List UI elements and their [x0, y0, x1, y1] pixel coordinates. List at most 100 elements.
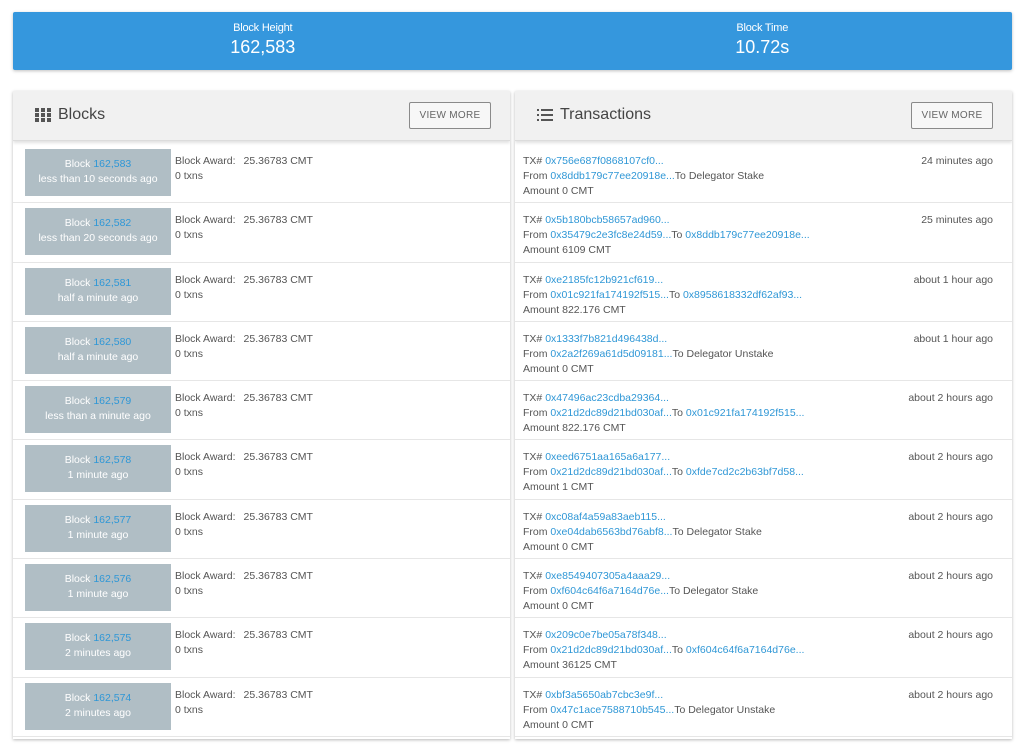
block-age: 2 minutes ago — [65, 647, 131, 660]
tx-from-label: From — [523, 585, 548, 598]
tx-amount-line: Amount 0 CMT — [523, 718, 775, 733]
tx-label: TX# — [523, 629, 543, 642]
block-txns: 0 txns — [175, 644, 204, 657]
tx-to-address-link[interactable]: 0x8958618332df62af93... — [682, 288, 803, 301]
tx-to-label: To — [672, 347, 684, 360]
tx-to-label: To — [672, 525, 684, 538]
tx-from-address-link[interactable]: 0x21d2dc89d21bd030af... — [550, 466, 672, 479]
transaction-row: TX# 0xeed6751aa165a6a177... From 0x21d2d… — [515, 440, 1012, 500]
block-award-value: 25.36783 CMT — [243, 629, 313, 642]
block-number-link[interactable]: 162,576 — [93, 573, 132, 586]
block-txns: 0 txns — [175, 703, 204, 716]
tx-hash-link[interactable]: 0x5b180bcb58657ad960... — [545, 214, 670, 227]
transactions-panel-header: Transactions VIEW MORE — [515, 91, 1012, 141]
tx-to-label: To — [674, 170, 686, 182]
block-number-link[interactable]: 162,581 — [93, 276, 132, 289]
tx-hash-link[interactable]: 0xeed6751aa165a6a177... — [545, 451, 671, 464]
block-award-label: Block Award: — [175, 570, 236, 583]
block-number-link[interactable]: 162,574 — [93, 691, 132, 704]
tx-amount-label: Amount — [523, 481, 560, 494]
block-award-label: Block Award: — [175, 451, 236, 464]
transaction-row: TX# 0x756e687f0868107cf0... From 0x8ddb1… — [515, 144, 1012, 204]
block-number-link[interactable]: 162,582 — [93, 217, 132, 230]
tx-from-address-link[interactable]: 0x47c1ace7588710b545... — [550, 703, 675, 716]
block-badge-title: Block 162,579 — [25, 394, 171, 409]
block-age: less than a minute ago — [45, 410, 151, 423]
tx-amount-value: 0 CMT — [562, 600, 594, 613]
tx-label: TX# — [523, 392, 543, 405]
tx-hash-line: TX# 0x5b180bcb58657ad960... — [523, 213, 810, 228]
block-number-link[interactable]: 162,577 — [93, 513, 132, 526]
block-award-value: 25.36783 CMT — [243, 451, 313, 464]
block-number-link[interactable]: 162,578 — [93, 454, 132, 467]
block-txns: 0 txns — [175, 407, 204, 420]
block-award-label: Block Award: — [175, 155, 236, 167]
tx-hash-link[interactable]: 0xe8549407305a4aaa29... — [545, 570, 671, 583]
block-row: Block 162,574 2 minutes ago Block Award:… — [13, 678, 510, 737]
block-info: Block Award: 25.36783 CMT 0 txns — [175, 391, 313, 421]
tx-time: about 2 hours ago — [908, 688, 993, 701]
tx-amount-value: 822.176 CMT — [562, 303, 626, 316]
block-award-label: Block Award: — [175, 332, 236, 345]
transaction-row: TX# 0xbf3a5650ab7cbc3e9f... From 0x47c1a… — [515, 678, 1012, 737]
block-badge: Block 162,581 half a minute ago — [25, 267, 171, 315]
tx-to-type: Delegator Stake — [688, 170, 765, 182]
block-row: Block 162,581 half a minute ago Block Aw… — [13, 263, 510, 322]
tx-to-address-link[interactable]: 0xfde7cd2c2b63bf7d58... — [685, 466, 804, 479]
tx-hash-line: TX# 0xeed6751aa165a6a177... — [523, 450, 804, 465]
blocks-title: Blocks — [58, 106, 106, 123]
tx-time: about 1 hour ago — [913, 273, 993, 286]
tx-hash-link[interactable]: 0x1333f7b821d496438d... — [545, 332, 668, 345]
tx-time: about 2 hours ago — [908, 570, 993, 583]
tx-from-label: From — [523, 525, 548, 538]
tx-hash-link[interactable]: 0x209c0e7be05a78f348... — [545, 629, 667, 642]
tx-from-address-link[interactable]: 0x21d2dc89d21bd030af... — [550, 407, 672, 420]
tx-to-address-link[interactable]: 0x01c921fa174192f515... — [685, 407, 805, 420]
tx-amount-value: 0 CMT — [562, 718, 594, 731]
block-badge: Block 162,577 1 minute ago — [25, 504, 171, 552]
block-prefix: Block — [64, 513, 91, 526]
transactions-view-more-button[interactable]: VIEW MORE — [911, 102, 993, 129]
block-prefix: Block — [64, 573, 91, 586]
block-badge-title: Block 162,576 — [25, 572, 171, 587]
tx-from-address-link[interactable]: 0x01c921fa174192f515... — [550, 288, 669, 301]
tx-from-label: From — [523, 644, 548, 657]
tx-from-address-link[interactable]: 0xe04dab6563bd76abf8... — [550, 525, 673, 538]
block-award-value: 25.36783 CMT — [243, 155, 313, 167]
tx-hash-link[interactable]: 0x47496ac23cdba29364... — [545, 392, 669, 405]
tx-to-address-link[interactable]: 0x8ddb179c77ee20918e... — [685, 229, 810, 242]
block-age: less than 20 seconds ago — [38, 232, 158, 245]
block-award-value: 25.36783 CMT — [243, 392, 313, 405]
tx-hash-line: TX# 0xe2185fc12b921cf619... — [523, 273, 802, 288]
block-row: Block 162,583 less than 10 seconds ago B… — [13, 144, 510, 204]
tx-hash-link[interactable]: 0xbf3a5650ab7cbc3e9f... — [545, 688, 664, 701]
block-number-link[interactable]: 162,575 — [93, 632, 132, 645]
block-number-link[interactable]: 162,579 — [93, 395, 132, 408]
tx-from-address-link[interactable]: 0x35479c2e3fc8e24d59... — [550, 229, 672, 242]
tx-amount-value: 0 CMT — [562, 540, 594, 553]
tx-from-line: From 0x21d2dc89d21bd030af...To 0xf604c64… — [523, 643, 804, 658]
block-award-value: 25.36783 CMT — [243, 332, 313, 345]
tx-hash-link[interactable]: 0xe2185fc12b921cf619... — [545, 273, 664, 286]
tx-details: TX# 0xe8549407305a4aaa29... From 0xf604c… — [523, 569, 758, 614]
block-award-value: 25.36783 CMT — [243, 273, 313, 286]
transaction-row: TX# 0x47496ac23cdba29364... From 0x21d2d… — [515, 381, 1012, 441]
tx-amount-label: Amount — [523, 185, 560, 197]
tx-from-address-link[interactable]: 0x21d2dc89d21bd030af... — [550, 644, 672, 657]
tx-from-address-link[interactable]: 0xf604c64f6a7164d76e... — [550, 585, 669, 598]
block-time-stat: Block Time 10.72s — [513, 12, 1013, 70]
tx-from-line: From 0x35479c2e3fc8e24d59...To 0x8ddb179… — [523, 228, 810, 243]
blocks-view-more-button[interactable]: VIEW MORE — [409, 102, 491, 129]
block-badge-title: Block 162,582 — [25, 216, 171, 231]
block-number-link[interactable]: 162,580 — [93, 335, 132, 348]
tx-from-address-link[interactable]: 0x2a2f269a61d5d09181... — [550, 347, 673, 360]
tx-hash-line: TX# 0xe8549407305a4aaa29... — [523, 569, 758, 584]
tx-hash-link[interactable]: 0x756e687f0868107cf0... — [545, 155, 664, 167]
tx-hash-link[interactable]: 0xc08af4a59a83aeb115... — [545, 510, 666, 523]
tx-hash-line: TX# 0x47496ac23cdba29364... — [523, 391, 804, 406]
block-age: less than 10 seconds ago — [38, 173, 158, 185]
tx-to-address-link[interactable]: 0xf604c64f6a7164d76e... — [685, 644, 805, 657]
tx-from-address-link[interactable]: 0x8ddb179c77ee20918e... — [550, 170, 675, 182]
tx-amount-line: Amount 822.176 CMT — [523, 421, 804, 436]
block-number-link[interactable]: 162,583 — [93, 158, 132, 170]
